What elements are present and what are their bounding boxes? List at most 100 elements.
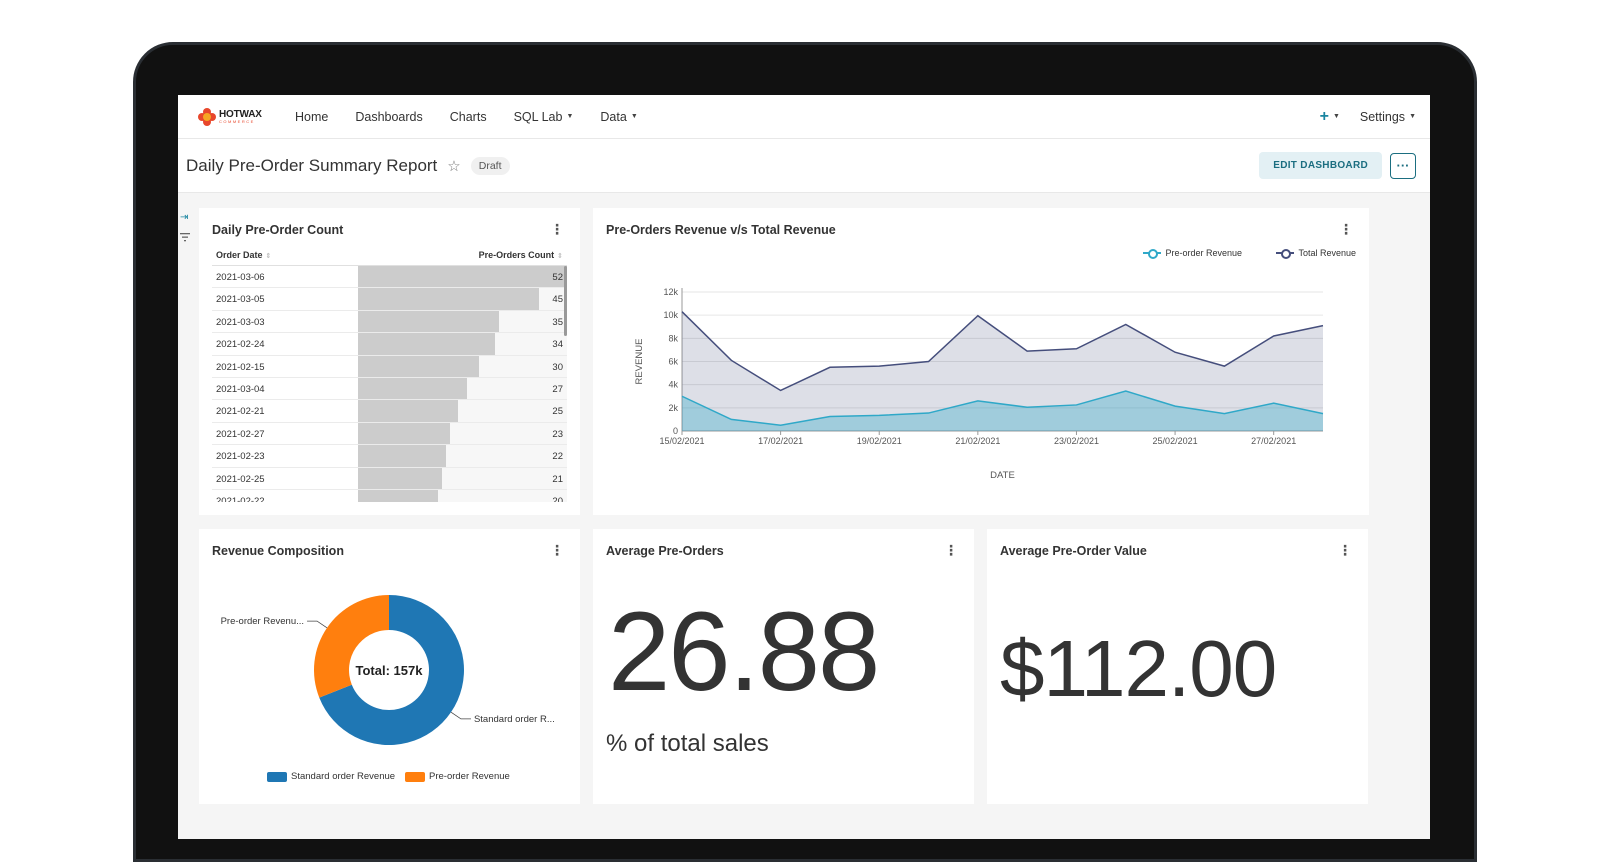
order-date-cell: 2021-02-24 bbox=[216, 339, 265, 351]
count-bar-cell: 30 bbox=[358, 355, 567, 377]
callout-label: Standard order R... bbox=[474, 714, 555, 725]
expand-icon[interactable]: ⇥ bbox=[180, 212, 189, 223]
x-tick-label: 15/02/2021 bbox=[659, 436, 704, 446]
big-number-subheader: % of total sales bbox=[606, 730, 769, 757]
nav-sql-lab-label: SQL Lab bbox=[513, 109, 563, 124]
logo-flower-icon bbox=[198, 107, 216, 126]
kebab-menu-icon[interactable]: ⋮ bbox=[1339, 221, 1353, 237]
x-axis-label: DATE bbox=[990, 470, 1015, 481]
order-date-cell: 2021-03-06 bbox=[216, 272, 265, 283]
order-date-cell: 2021-03-04 bbox=[216, 383, 265, 395]
table-row: 2021-02-24 34 bbox=[212, 333, 567, 356]
order-date-cell: 2021-03-03 bbox=[216, 316, 265, 328]
settings-menu[interactable]: Settings ▼ bbox=[1360, 110, 1416, 124]
average-preorder-value-card: Average Pre-Order Value ⋮ $112.00 bbox=[987, 529, 1368, 804]
big-number-value: $112.00 bbox=[1000, 624, 1277, 713]
table-row: 2021-02-27 23 bbox=[212, 422, 567, 446]
brand-logo[interactable]: HOTWAX COMMERCE bbox=[198, 105, 268, 129]
average-preorders-card: Average Pre-Orders ⋮ 26.88 % of total sa… bbox=[593, 529, 974, 804]
x-tick-label: 25/02/2021 bbox=[1153, 436, 1198, 446]
count-value: 30 bbox=[552, 361, 563, 373]
nav-charts[interactable]: Charts bbox=[450, 110, 487, 124]
series-line-total bbox=[681, 311, 1324, 392]
new-menu-button[interactable]: + ▼ bbox=[1320, 108, 1340, 126]
nav-sql-lab[interactable]: SQL Lab ▼ bbox=[514, 110, 574, 124]
count-value: 22 bbox=[552, 451, 563, 463]
callout-line bbox=[450, 711, 471, 720]
edit-dashboard-button[interactable]: EDIT DASHBOARD bbox=[1259, 152, 1382, 179]
kebab-menu-icon[interactable]: ⋮ bbox=[550, 542, 564, 558]
scrollbar-thumb[interactable] bbox=[564, 266, 567, 336]
plus-icon: + bbox=[1319, 107, 1329, 125]
revenue-composition-card: Revenue Composition ⋮ Total: 157k Standar… bbox=[199, 529, 580, 804]
settings-label: Settings bbox=[1359, 109, 1406, 124]
sort-icon: ⇕ bbox=[557, 253, 563, 260]
more-options-button[interactable]: ··· bbox=[1390, 152, 1416, 179]
order-date-cell: 2021-02-21 bbox=[216, 406, 265, 418]
series-area-total bbox=[682, 311, 1323, 431]
filter-icon[interactable] bbox=[180, 233, 190, 245]
table-row: 2021-02-23 22 bbox=[212, 445, 567, 468]
legend-label: Total Revenue bbox=[1298, 248, 1356, 258]
column-header-preorders-count[interactable]: Pre-Orders Count ⇕ bbox=[479, 250, 563, 260]
count-bar bbox=[358, 489, 439, 502]
nav-data-label: Data bbox=[600, 109, 627, 124]
donut-slice-standard bbox=[319, 595, 465, 745]
donut-slice-preorder bbox=[314, 595, 389, 698]
nav-home-label: Home bbox=[295, 109, 329, 124]
legend-label: Standard order Revenue bbox=[291, 771, 396, 782]
count-bar bbox=[358, 377, 467, 400]
card-title: Average Pre-Order Value bbox=[1000, 544, 1147, 558]
kebab-menu-icon[interactable]: ⋮ bbox=[944, 542, 958, 558]
count-value: 23 bbox=[552, 428, 563, 440]
app-screen: HOTWAX COMMERCE Home Dashboards Charts S… bbox=[178, 95, 1430, 839]
kebab-menu-icon[interactable]: ⋮ bbox=[550, 221, 564, 237]
nav-right: + ▼ Settings ▼ bbox=[1320, 108, 1416, 126]
nav-home[interactable]: Home bbox=[295, 110, 328, 124]
column-label: Pre-Orders Count bbox=[478, 250, 555, 260]
table-row: 2021-02-15 30 bbox=[212, 355, 567, 378]
count-bar-cell: 25 bbox=[358, 400, 567, 422]
legend-item-total[interactable]: Total Revenue bbox=[1276, 248, 1356, 259]
count-bar-cell: 21 bbox=[358, 467, 567, 489]
legend-item-preorder[interactable]: Pre-order Revenue bbox=[405, 771, 510, 782]
kebab-menu-icon[interactable]: ⋮ bbox=[1338, 542, 1352, 558]
daily-preorder-count-card: Daily Pre-Order Count ⋮ Order Date ⇕ Pre-… bbox=[199, 208, 580, 515]
caret-down-icon: ▼ bbox=[1409, 113, 1416, 120]
y-tick-label: 2k bbox=[668, 403, 678, 413]
column-header-order-date[interactable]: Order Date ⇕ bbox=[216, 250, 271, 260]
y-tick-label: 6k bbox=[668, 357, 678, 367]
legend-item-standard[interactable]: Standard order Revenue bbox=[267, 771, 395, 782]
navbar: HOTWAX COMMERCE Home Dashboards Charts S… bbox=[178, 95, 1430, 139]
count-bar bbox=[358, 288, 539, 310]
dashboard-header: Daily Pre-Order Summary Report ☆ Draft E… bbox=[178, 139, 1430, 193]
count-bar-cell: 22 bbox=[358, 445, 567, 467]
nav-data[interactable]: Data ▼ bbox=[600, 110, 637, 124]
star-icon[interactable]: ☆ bbox=[447, 157, 461, 175]
card-title: Daily Pre-Order Count bbox=[212, 223, 344, 237]
count-value: 45 bbox=[552, 294, 563, 306]
count-bar-cell: 45 bbox=[358, 288, 567, 310]
legend-label: Pre-order Revenue bbox=[429, 771, 510, 782]
table-row: 2021-03-05 45 bbox=[212, 288, 567, 311]
nav-dashboards[interactable]: Dashboards bbox=[355, 110, 422, 124]
table-header: Order Date ⇕ Pre-Orders Count ⇕ bbox=[212, 248, 567, 266]
legend-item-preorder[interactable]: Pre-order Revenue bbox=[1143, 248, 1242, 259]
page-title: Daily Pre-Order Summary Report bbox=[186, 155, 438, 175]
x-tick-label: 19/02/2021 bbox=[857, 436, 902, 446]
card-title: Average Pre-Orders bbox=[606, 544, 724, 558]
caret-down-icon: ▼ bbox=[630, 113, 638, 120]
y-tick-label: 10k bbox=[663, 310, 678, 320]
count-value: 27 bbox=[552, 383, 563, 395]
legend-swatch bbox=[1276, 248, 1295, 259]
count-bar-cell: 27 bbox=[358, 377, 567, 400]
count-bar bbox=[358, 445, 447, 467]
count-bar bbox=[358, 467, 443, 489]
order-date-cell: 2021-02-25 bbox=[216, 473, 265, 485]
count-value: 34 bbox=[552, 339, 563, 351]
series-line-preorder bbox=[681, 390, 1324, 426]
table-row: 2021-03-04 27 bbox=[212, 377, 567, 401]
table-row: 2021-02-21 25 bbox=[212, 400, 567, 423]
x-tick-label: 27/02/2021 bbox=[1251, 436, 1296, 446]
count-value: 21 bbox=[552, 473, 563, 485]
